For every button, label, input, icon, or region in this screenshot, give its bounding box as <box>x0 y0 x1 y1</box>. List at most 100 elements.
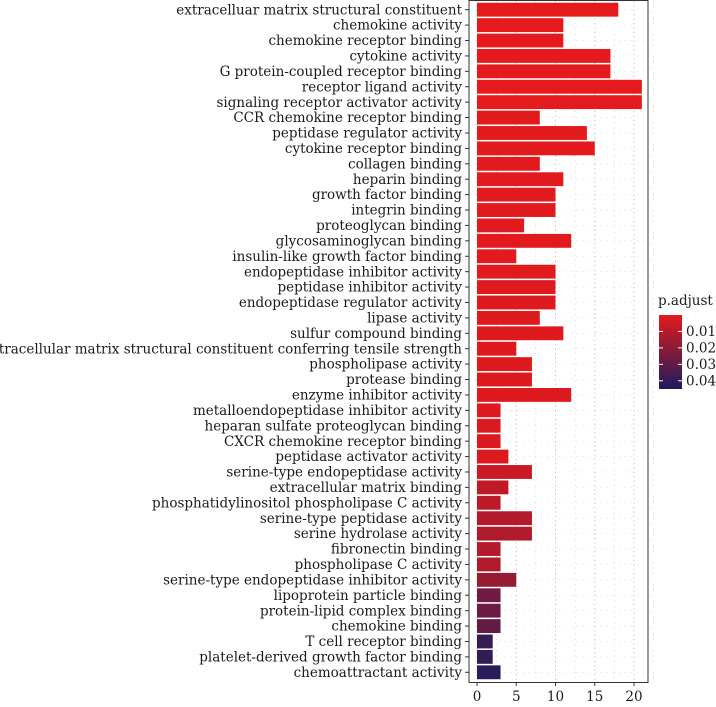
bar <box>477 79 642 94</box>
category-label: chemokine receptor binding <box>268 33 462 49</box>
category-label: peptidase regulator activity <box>272 126 462 142</box>
category-labels: extracelluar matrix structural constitue… <box>0 2 469 681</box>
legend-tick-label: 0.03 <box>686 357 716 373</box>
bar <box>477 619 501 634</box>
category-label: peptidase activator activity <box>275 449 462 465</box>
category-label: serine-type endopeptidase inhibitor acti… <box>163 572 462 588</box>
legend-tick-label: 0.01 <box>686 324 716 340</box>
category-label: CXCR chemokine receptor binding <box>224 434 462 450</box>
legend-ticks: 0.010.020.030.04 <box>659 324 716 389</box>
bar <box>477 110 540 125</box>
bar <box>477 418 501 433</box>
category-label: heparin binding <box>353 172 462 188</box>
bar <box>477 172 564 187</box>
bar <box>477 95 642 110</box>
category-label: platelet-derived growth factor binding <box>199 649 462 665</box>
bar <box>477 511 532 526</box>
category-label: cytokine receptor binding <box>285 141 462 157</box>
category-label: peptidase inhibitor activity <box>277 280 462 296</box>
category-label: metalloendopeptidase inhibitor activity <box>193 403 462 419</box>
bar <box>477 126 587 140</box>
category-label: phospholipase C activity <box>295 557 463 573</box>
category-label: lipoprotein particle binding <box>274 588 463 604</box>
category-label: phosphatidylinositol phospholipase C act… <box>152 495 462 511</box>
bar <box>477 341 517 356</box>
category-label: integrin binding <box>351 203 462 219</box>
bar <box>477 218 525 233</box>
panel-border <box>468 0 649 683</box>
legend-title: p.adjust <box>658 293 713 309</box>
bar <box>477 280 556 295</box>
category-label: serine-type endopeptidase activity <box>226 465 462 481</box>
category-label: growth factor binding <box>312 187 462 203</box>
category-label: T cell receptor binding <box>305 634 462 650</box>
bar <box>477 480 509 495</box>
category-label: serine-type peptidase activity <box>260 511 463 527</box>
x-tick-label: 0 <box>473 689 482 705</box>
category-label: chemokine activity <box>333 18 462 34</box>
bar <box>477 141 595 156</box>
bar <box>477 264 556 279</box>
bar <box>477 449 509 464</box>
category-label: phospholipase activity <box>309 357 462 373</box>
bar <box>477 387 572 402</box>
bar <box>477 33 564 48</box>
legend-colorbar <box>659 315 682 389</box>
bar <box>477 665 501 680</box>
bar <box>477 649 493 664</box>
category-label: insulin-like growth factor binding <box>232 249 462 265</box>
x-tick-label: 10 <box>547 689 564 705</box>
bar <box>477 187 556 202</box>
category-label: chemoattractant activity <box>294 665 463 681</box>
category-label: enzyme inhibitor activity <box>292 388 463 404</box>
category-label: CCR chemokine receptor binding <box>233 110 462 126</box>
x-axis: 0 5 10 15 20 <box>473 682 643 705</box>
category-label: protease binding <box>346 372 462 388</box>
bar <box>477 156 540 171</box>
category-label: receptor ligand activity <box>302 79 463 95</box>
category-label: endopeptidase inhibitor activity <box>244 264 462 280</box>
legend-tick-label: 0.04 <box>686 373 716 389</box>
category-label: cytokine activity <box>349 49 462 65</box>
legend-tick-label: 0.02 <box>686 340 716 356</box>
category-label: signaling receptor activator activity <box>217 95 463 111</box>
bar <box>477 326 564 341</box>
bar <box>477 572 517 587</box>
category-label: chemokine binding <box>331 619 462 635</box>
category-label: heparan sulfate proteoglycan binding <box>205 418 463 434</box>
bar <box>477 233 572 248</box>
bar <box>477 357 532 372</box>
x-tick-label: 5 <box>512 689 521 705</box>
bar <box>477 526 532 541</box>
category-label: collagen binding <box>348 156 462 172</box>
bar <box>477 588 501 603</box>
bar <box>477 203 556 217</box>
bar <box>477 465 532 479</box>
bar <box>477 249 517 264</box>
bar <box>477 542 501 556</box>
category-label: fibronectin binding <box>331 542 463 558</box>
category-label: protein-lipid complex binding <box>260 603 462 619</box>
bar <box>477 18 564 33</box>
category-label: lipase activity <box>367 310 462 326</box>
bar <box>477 372 532 387</box>
bar <box>477 495 501 510</box>
bar <box>477 310 540 325</box>
bar <box>477 434 501 449</box>
bars <box>477 2 642 680</box>
x-tick-label: 15 <box>586 689 603 705</box>
legend: p.adjust 0.010.020.030.04 <box>658 293 716 389</box>
x-tick-label: 20 <box>625 689 642 705</box>
category-label: extracellular matrix binding <box>270 480 463 496</box>
bar <box>477 603 501 618</box>
bar <box>477 48 611 63</box>
category-label: glycosaminoglycan binding <box>276 233 463 249</box>
category-label: endopeptidase regulator activity <box>239 295 463 311</box>
bar <box>477 295 556 310</box>
bar <box>477 557 501 572</box>
category-label: sulfur compound binding <box>290 326 462 342</box>
bar <box>477 64 611 79</box>
category-label: extracellular matrix structural constitu… <box>0 341 462 357</box>
